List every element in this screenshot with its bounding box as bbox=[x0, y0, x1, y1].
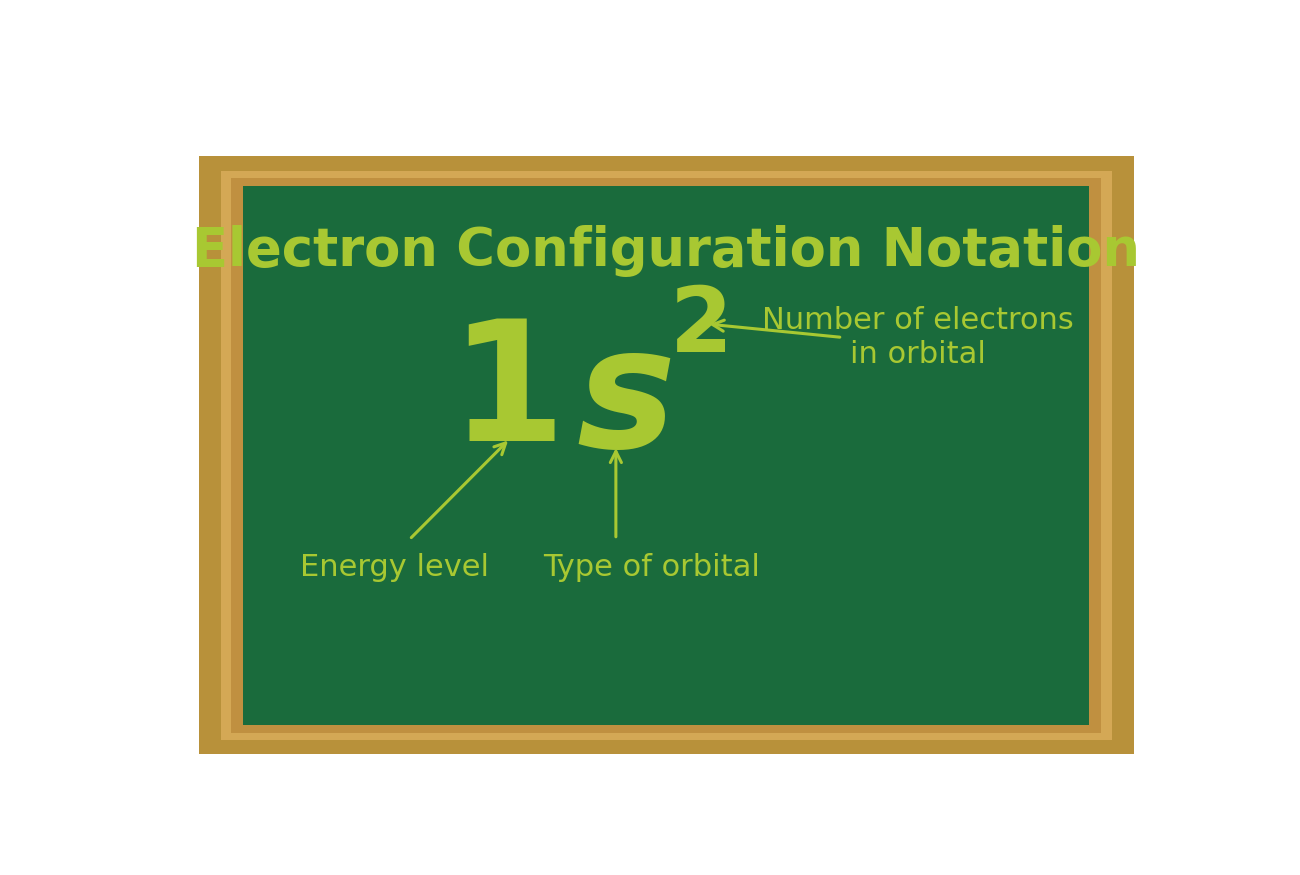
Text: Type of orbital: Type of orbital bbox=[542, 553, 759, 582]
Bar bbox=[243, 186, 1089, 724]
Bar bbox=[221, 171, 1112, 739]
Text: 2: 2 bbox=[670, 284, 733, 371]
Bar bbox=[231, 178, 1101, 733]
Text: s: s bbox=[576, 320, 676, 483]
Text: Energy level: Energy level bbox=[300, 553, 489, 582]
Bar bbox=[199, 157, 1134, 754]
Text: Number of electrons
in orbital: Number of electrons in orbital bbox=[762, 306, 1074, 368]
Text: 1: 1 bbox=[450, 313, 566, 476]
Text: Electron Configuration Notation: Electron Configuration Notation bbox=[192, 225, 1140, 276]
